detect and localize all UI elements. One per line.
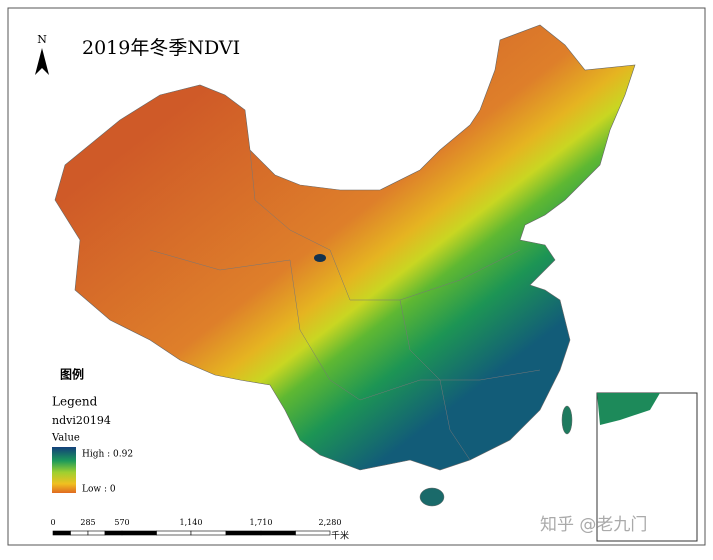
scale-segment <box>70 530 89 536</box>
lake <box>314 254 326 262</box>
legend-high: High : 0.92 <box>82 450 133 460</box>
province-boundary <box>399 299 471 461</box>
scale-segment <box>104 530 123 536</box>
scale-unit: 千米 <box>331 530 349 542</box>
scale-tick-label: 570 <box>114 518 129 527</box>
north-label: N <box>37 33 47 46</box>
legend-low: Low : 0 <box>82 485 116 495</box>
scale-tick-label: 1,140 <box>180 518 203 527</box>
province-boundary <box>149 249 541 401</box>
scale-segment <box>295 530 331 536</box>
legend-title: Legend <box>52 395 98 409</box>
hainan <box>419 487 445 507</box>
scale-segment <box>121 530 157 536</box>
legend-field: Value <box>51 433 80 444</box>
scale-segment <box>225 530 262 536</box>
north-arrow <box>35 48 49 75</box>
scale-segment <box>52 530 71 536</box>
china-landmass <box>54 24 636 471</box>
map-title: 2019年冬季NDVI <box>82 37 240 59</box>
legend-heading: 图例 <box>60 367 84 382</box>
scale-segment <box>156 530 192 536</box>
scale-bar: 0 285 570 1,140 1,710 2,280 <box>50 518 342 536</box>
legend-ramp <box>52 447 76 493</box>
scale-tick-label: 2,280 <box>319 518 342 527</box>
taiwan <box>561 405 573 435</box>
scale-tick-label: 285 <box>80 518 95 527</box>
scale-segment <box>260 530 296 536</box>
scale-segment <box>190 530 227 536</box>
scale-tick-label: 1,710 <box>250 518 273 527</box>
watermark: 知乎 @老九门 <box>540 515 647 535</box>
scale-tick-label: 0 <box>50 518 55 527</box>
scale-segment <box>87 530 106 536</box>
legend-layer: ndvi20194 <box>52 414 111 427</box>
province-boundary <box>249 149 521 301</box>
inset-land <box>597 393 660 425</box>
